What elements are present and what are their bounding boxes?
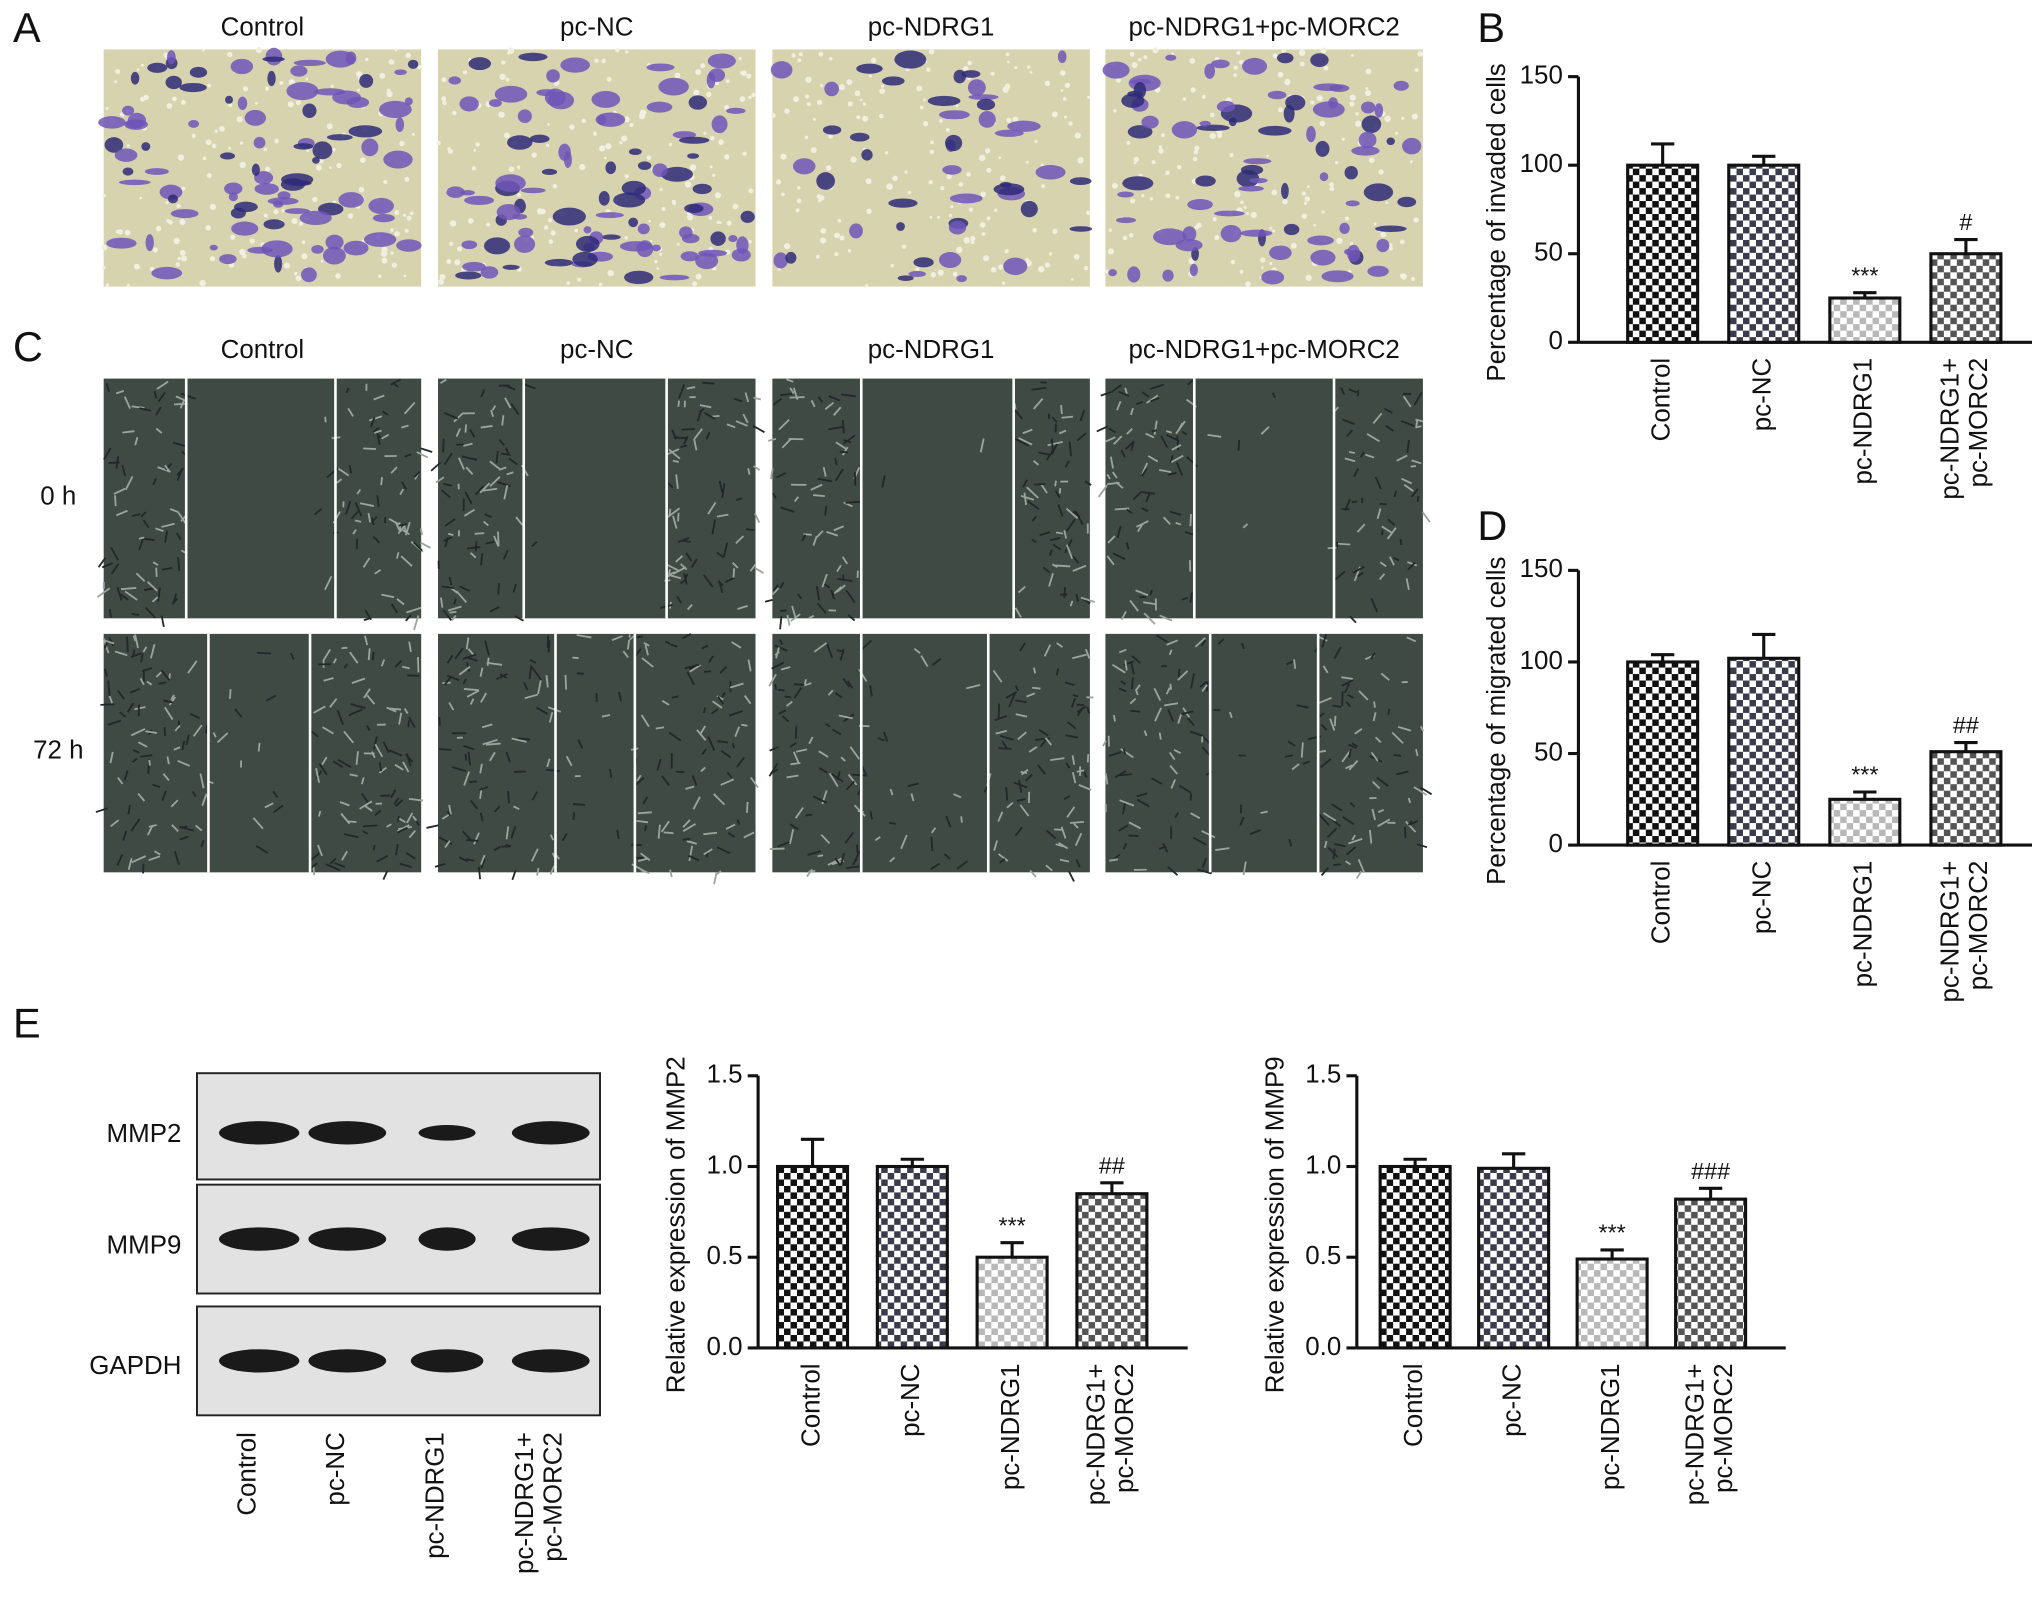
column-label: pc-NDRG1 bbox=[868, 14, 995, 42]
micrograph bbox=[1102, 633, 1433, 879]
bar bbox=[975, 1255, 1049, 1350]
y-tick-label: 100 bbox=[1520, 150, 1563, 178]
x-tick-label: pc-NDRG1 bbox=[1597, 1363, 1625, 1490]
x-tick-label: pc-NDRG1 bbox=[997, 1363, 1025, 1490]
panel-label: A bbox=[13, 4, 41, 51]
micrograph bbox=[95, 633, 424, 880]
blot-label: GAPDH bbox=[89, 1352, 181, 1380]
bar bbox=[1727, 656, 1801, 847]
panel-label: D bbox=[1477, 502, 1507, 549]
micrograph bbox=[98, 47, 422, 288]
column-label: pc-NDRG1+pc-MORC2 bbox=[1128, 14, 1399, 42]
row-label: 0 h bbox=[40, 483, 76, 511]
bar bbox=[1075, 1192, 1149, 1350]
x-tick-label: pc-NDRG1+pc-MORC2 bbox=[1082, 1363, 1139, 1505]
x-tick-label: pc-NC bbox=[1749, 358, 1777, 431]
blot-label: MMP9 bbox=[107, 1232, 182, 1260]
y-tick-label: 0.5 bbox=[707, 1242, 743, 1270]
x-tick-label: Control bbox=[234, 1432, 262, 1516]
column-label: pc-NDRG1+pc-MORC2 bbox=[1128, 336, 1399, 364]
micrograph bbox=[770, 48, 1093, 288]
bar bbox=[1828, 296, 1902, 344]
y-tick-label: 0.0 bbox=[707, 1333, 743, 1361]
micrograph bbox=[430, 378, 765, 622]
blot bbox=[196, 1183, 601, 1295]
x-tick-label: pc-NDRG1+pc-MORC2 bbox=[511, 1432, 568, 1574]
y-tick-label: 1.0 bbox=[1305, 1151, 1341, 1179]
column-label: pc-NDRG1 bbox=[868, 336, 995, 364]
bar bbox=[1929, 252, 2003, 344]
annotation: ### bbox=[1691, 1158, 1730, 1184]
column-label: pc-NC bbox=[560, 14, 633, 42]
bar bbox=[1674, 1197, 1748, 1350]
y-tick-label: 100 bbox=[1520, 647, 1563, 675]
bar bbox=[875, 1164, 949, 1350]
micrograph bbox=[436, 47, 756, 287]
y-axis-label: Percentage of invaded cells bbox=[1483, 63, 1511, 381]
y-tick-label: 1.0 bbox=[707, 1151, 743, 1179]
y-tick-label: 1.5 bbox=[1305, 1061, 1341, 1089]
x-tick-label: pc-NDRG1 bbox=[422, 1432, 450, 1559]
micrograph bbox=[426, 633, 759, 885]
x-tick-label: pc-NDRG1 bbox=[1850, 358, 1878, 485]
y-tick-label: 150 bbox=[1520, 61, 1563, 89]
row-label: 72 h bbox=[33, 737, 83, 765]
micrograph bbox=[96, 378, 433, 631]
x-tick-label: pc-NC bbox=[897, 1363, 925, 1436]
x-tick-label: pc-NDRG1+pc-MORC2 bbox=[1936, 358, 1993, 500]
blot-label: MMP2 bbox=[107, 1120, 182, 1148]
micrograph bbox=[764, 378, 1096, 630]
y-tick-label: 0.5 bbox=[1305, 1242, 1341, 1270]
bar bbox=[1575, 1257, 1649, 1350]
annotation: *** bbox=[1851, 762, 1878, 788]
x-tick-label: pc-NDRG1+pc-MORC2 bbox=[1681, 1363, 1738, 1505]
blot bbox=[196, 1072, 601, 1181]
x-tick-label: pc-NC bbox=[322, 1432, 350, 1505]
bar bbox=[1727, 163, 1801, 344]
y-axis-label: Percentage of migrated cells bbox=[1483, 557, 1511, 885]
x-tick-label: Control bbox=[1648, 358, 1676, 442]
micrograph bbox=[768, 633, 1094, 882]
bar bbox=[1477, 1166, 1551, 1350]
annotation: *** bbox=[1851, 262, 1878, 288]
annotation: # bbox=[1959, 209, 1972, 235]
y-tick-label: 50 bbox=[1534, 738, 1563, 766]
column-label: pc-NC bbox=[560, 336, 633, 364]
y-tick-label: 0 bbox=[1548, 830, 1562, 858]
x-tick-label: pc-NC bbox=[1498, 1363, 1526, 1436]
annotation: ## bbox=[1099, 1152, 1125, 1178]
micrograph bbox=[1096, 378, 1431, 625]
micrograph bbox=[1102, 47, 1424, 287]
column-label: Control bbox=[221, 336, 305, 364]
panel-label: B bbox=[1477, 4, 1505, 51]
x-tick-label: Control bbox=[797, 1363, 825, 1447]
y-tick-label: 150 bbox=[1520, 555, 1563, 583]
y-tick-label: 0.0 bbox=[1305, 1333, 1341, 1361]
x-tick-label: pc-NDRG1 bbox=[1850, 861, 1878, 988]
y-axis-label: Relative expression of MMP2 bbox=[663, 1056, 691, 1393]
x-tick-label: Control bbox=[1648, 861, 1676, 945]
x-tick-label: Control bbox=[1400, 1363, 1428, 1447]
panel-label: E bbox=[13, 999, 41, 1046]
y-tick-label: 1.5 bbox=[707, 1061, 743, 1089]
y-tick-label: 0 bbox=[1548, 327, 1562, 355]
panel-label: C bbox=[13, 323, 43, 370]
column-label: Control bbox=[221, 14, 305, 42]
bar bbox=[1828, 797, 1902, 847]
bar bbox=[1929, 750, 2003, 847]
annotation: *** bbox=[1599, 1220, 1626, 1246]
bar bbox=[775, 1164, 850, 1350]
x-tick-label: pc-NC bbox=[1749, 861, 1777, 934]
x-tick-label: pc-NDRG1+pc-MORC2 bbox=[1936, 861, 1993, 1003]
blot bbox=[196, 1305, 601, 1417]
bar bbox=[1378, 1164, 1452, 1350]
annotation: *** bbox=[999, 1212, 1026, 1238]
bar bbox=[1626, 660, 1700, 847]
annotation: ## bbox=[1953, 712, 1979, 738]
y-tick-label: 50 bbox=[1534, 239, 1563, 267]
y-axis-label: Relative expression of MMP9 bbox=[1261, 1056, 1289, 1393]
bar bbox=[1626, 163, 1700, 344]
